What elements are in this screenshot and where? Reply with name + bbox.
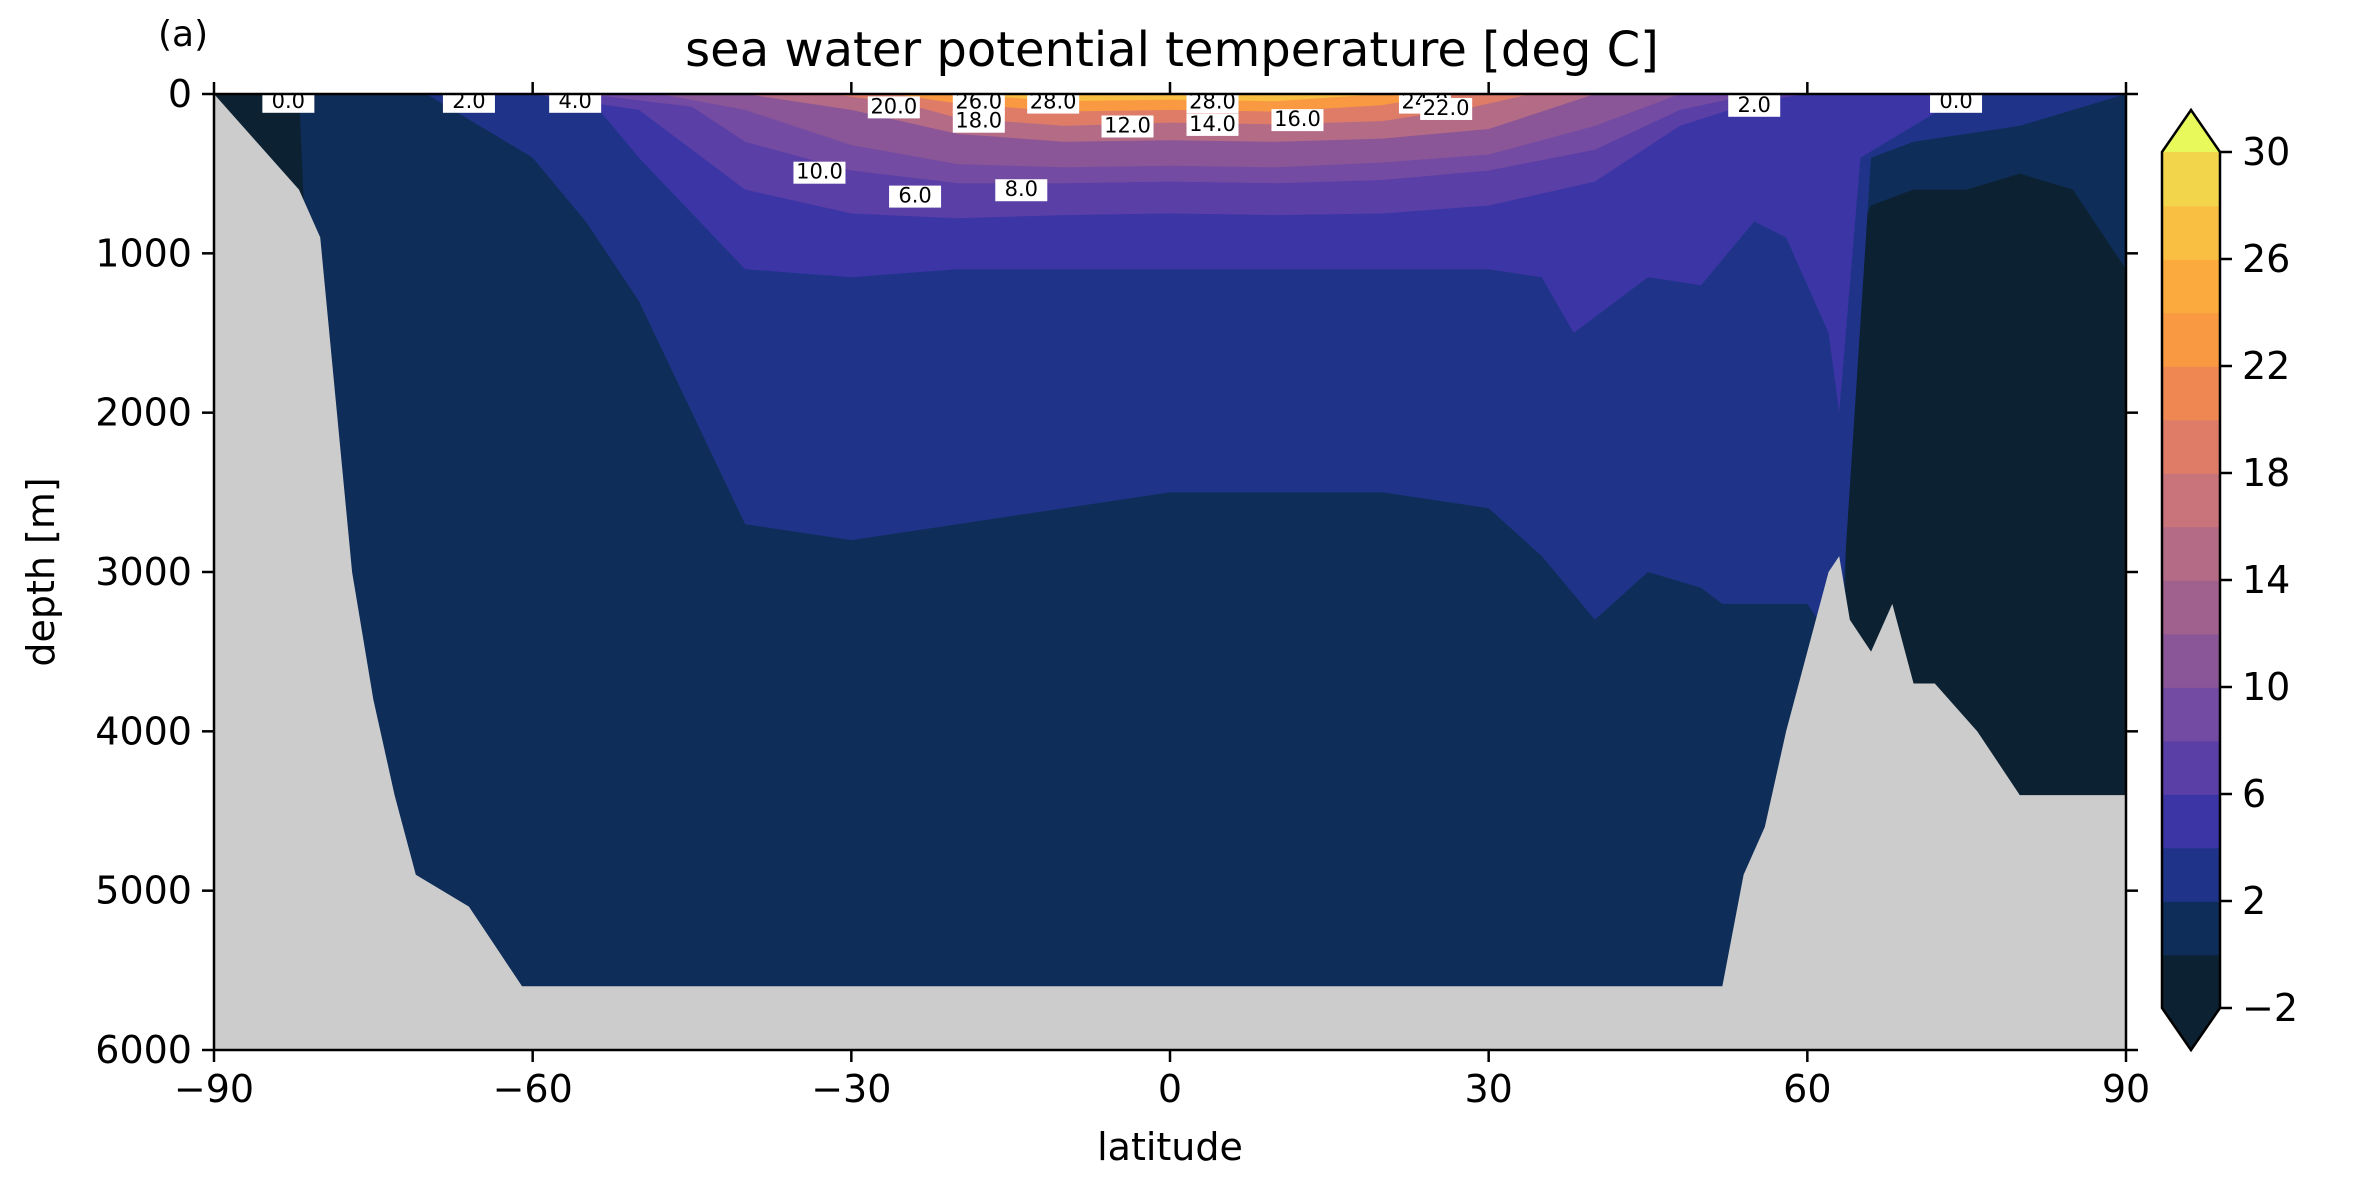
x-tick-label: 30 <box>1464 1067 1512 1111</box>
contour-label: 0.0 <box>262 89 315 113</box>
contour-labels: 0.0 2.0 4.0 20.0 26.0 28.018.0 12.028.014.0 16.… <box>262 89 1983 208</box>
y-tick-label: 5000 <box>95 869 192 913</box>
colorbar-segment <box>2162 259 2220 314</box>
colorbar-segment <box>2162 473 2220 528</box>
plot-area: 0.0 2.0 4.0 20.0 26.0 28.018.0 12.028.014.0 16.… <box>214 89 2126 1050</box>
svg-text:22.0: 22.0 <box>1423 96 1470 120</box>
contour-label: 4.0 <box>549 89 602 113</box>
y-tick-label: 4000 <box>95 709 192 753</box>
y-tick-label: 1000 <box>95 231 192 275</box>
colorbar-segment <box>2162 954 2220 1009</box>
colorbar-extend-min <box>2162 1008 2220 1050</box>
svg-text:14.0: 14.0 <box>1189 112 1236 136</box>
colorbar-segment <box>2162 740 2220 795</box>
colorbar-tick-label: 14 <box>2242 558 2290 602</box>
svg-text:10.0: 10.0 <box>796 160 843 184</box>
x-tick-label: −60 <box>493 1067 573 1111</box>
colorbar-segment <box>2162 580 2220 635</box>
svg-text:28.0: 28.0 <box>1189 90 1236 114</box>
svg-text:6.0: 6.0 <box>898 184 931 208</box>
contour-label: 20.0 <box>867 94 920 119</box>
contour-label: 28.0 <box>1027 90 1080 114</box>
x-tick-label: 60 <box>1783 1067 1831 1111</box>
colorbar-segment <box>2162 366 2220 421</box>
x-tick-label: 90 <box>2102 1067 2150 1111</box>
svg-text:0.0: 0.0 <box>272 89 305 113</box>
contour-label: 0.0 <box>1930 89 1983 113</box>
colorbar-tick-label: −2 <box>2242 986 2298 1030</box>
chart-title: sea water potential temperature [deg C] <box>685 22 1659 78</box>
colorbar-segment <box>2162 526 2220 581</box>
x-tick-label: 0 <box>1158 1067 1182 1111</box>
colorbar-segment <box>2162 901 2220 956</box>
svg-text:0.0: 0.0 <box>1939 89 1972 113</box>
y-tick-label: 6000 <box>95 1028 192 1072</box>
svg-text:28.0: 28.0 <box>1030 90 1077 114</box>
contour-label: 8.0 <box>995 177 1048 202</box>
svg-text:18.0: 18.0 <box>955 109 1002 133</box>
contour-label: 6.0 <box>889 184 942 208</box>
colorbar-tick-label: 2 <box>2242 879 2266 923</box>
contour-label: 2.0 <box>1728 93 1781 117</box>
colorbar-segment <box>2162 633 2220 688</box>
y-tick-label: 0 <box>168 72 192 116</box>
colorbar-segment <box>2162 205 2220 260</box>
svg-text:26.0: 26.0 <box>955 90 1002 114</box>
y-tick-label: 2000 <box>95 391 192 435</box>
colorbar-tick-label: 26 <box>2242 237 2290 281</box>
contour-label: 12.0 <box>1101 113 1154 138</box>
colorbar-segment <box>2162 419 2220 474</box>
panel-label: (a) <box>158 14 208 55</box>
land-mask <box>214 94 2126 1050</box>
colorbar-segment <box>2162 312 2220 367</box>
x-tick-label: −90 <box>174 1067 254 1111</box>
colorbar-tick-label: 22 <box>2242 344 2290 388</box>
contour-label: 16.0 <box>1271 107 1324 132</box>
y-axis-label: depth [m] <box>19 477 63 666</box>
svg-text:4.0: 4.0 <box>558 89 591 113</box>
svg-text:2.0: 2.0 <box>1738 93 1771 117</box>
svg-text:8.0: 8.0 <box>1005 177 1038 201</box>
contour-label: 14.0 <box>1186 112 1239 136</box>
colorbar-segment <box>2162 847 2220 902</box>
colorbar-segment <box>2162 152 2220 207</box>
colorbar-tick-label: 30 <box>2242 130 2290 174</box>
contour-label: 26.0 <box>952 90 1005 114</box>
x-tick-label: −30 <box>811 1067 891 1111</box>
colorbar-extend-max <box>2162 110 2220 152</box>
svg-text:12.0: 12.0 <box>1104 113 1151 137</box>
colorbar-tick-label: 18 <box>2242 451 2290 495</box>
svg-text:20.0: 20.0 <box>870 94 917 118</box>
colorbar-segment <box>2162 687 2220 742</box>
x-axis-label: latitude <box>1097 1125 1243 1169</box>
colorbar-segment <box>2162 794 2220 849</box>
colorbar-tick-label: 10 <box>2242 665 2290 709</box>
x-axis: −90 −60 −30 0 30 60 90 <box>174 82 2150 1111</box>
y-tick-label: 3000 <box>95 550 192 594</box>
colorbar-tick-label: 6 <box>2242 772 2266 816</box>
y-axis: 0 1000 2000 3000 4000 5000 6000 <box>95 72 2138 1072</box>
svg-text:2.0: 2.0 <box>452 89 485 113</box>
contour-label: 10.0 <box>793 160 846 184</box>
contour-label: 18.0 <box>952 109 1005 133</box>
contour-label: 28.0 <box>1186 90 1239 114</box>
svg-text:16.0: 16.0 <box>1274 107 1321 131</box>
contour-label: 2.0 <box>442 89 495 113</box>
contour-label: 22.0 <box>1420 96 1473 120</box>
